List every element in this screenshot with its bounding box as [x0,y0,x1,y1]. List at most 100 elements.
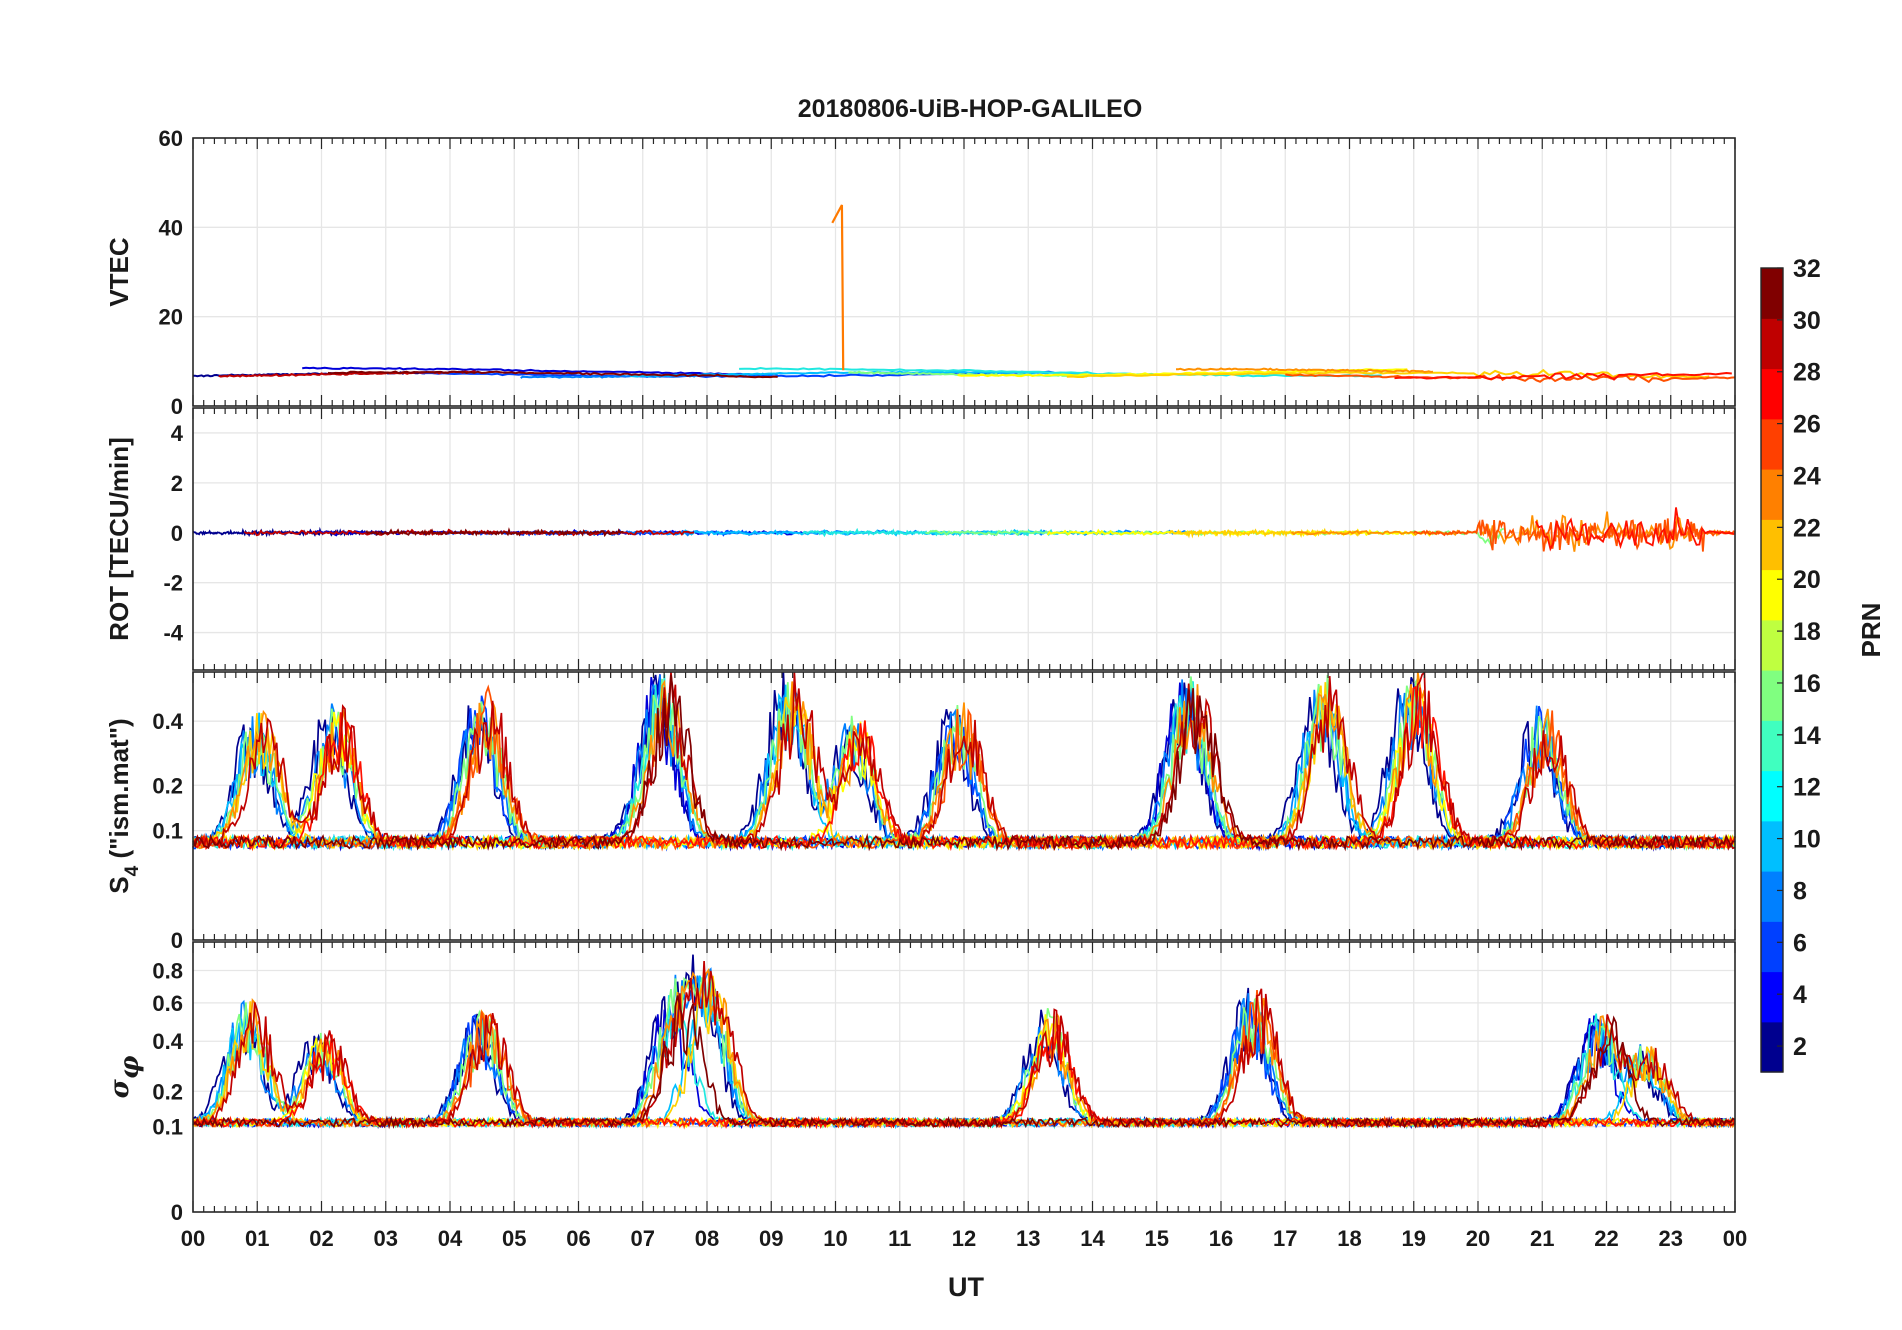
x-tick-label: 15 [1145,1226,1169,1251]
colorbar-segment [1761,720,1783,746]
y-label-sub: 4 [122,865,143,876]
y-tick-label: 4 [171,421,184,446]
colorbar-segment [1761,1021,1783,1048]
vtec-series [327,370,778,379]
colorbar-tick-label: 28 [1793,359,1821,387]
x-tick-label: 17 [1273,1226,1297,1251]
colorbar-segment [1761,469,1783,495]
y-tick-label: 0.6 [152,991,183,1016]
y-tick-label: 0.8 [152,959,183,984]
traces-rot [192,507,1736,552]
y-axis-label-sigma_phi: σφ [105,1055,145,1098]
x-tick-label: 03 [374,1226,398,1251]
sigma_phi-series [192,995,1736,1130]
y-label-main: S [104,876,134,893]
vtec-series [1394,371,1732,381]
y-label-main: σ [105,1078,135,1098]
x-tick-label: 04 [438,1226,463,1251]
s4-series [192,684,1736,852]
colorbar-segment [1761,820,1783,847]
panel-sigma_phi: 0 0.1 0.2 0.4 0.6 0.8 σφ [105,941,1736,1225]
colorbar-segment [1761,494,1783,520]
colorbar-segment [1761,519,1783,545]
colorbar-segment [1761,770,1783,797]
rot-series [1534,507,1735,552]
colorbar-segment [1761,268,1783,294]
x-tick-label: 13 [1016,1226,1040,1251]
colorbar-tick-label: 12 [1793,774,1821,802]
x-tick-label: 01 [245,1226,269,1251]
x-tick-label: 18 [1337,1226,1361,1251]
y-axis-label-rot: ROT [TECU/min] [104,437,134,641]
vtec-series [739,366,1382,378]
colorbar-tick-label: 10 [1793,826,1821,854]
colorbar-tick-label: 16 [1793,670,1821,698]
x-tick-label: 06 [566,1226,590,1251]
x-tick-label: 08 [695,1226,719,1251]
traces-vtec [193,204,1736,384]
s4-series [192,674,1736,852]
y-tick-label: 0 [171,1200,183,1225]
colorbar-segment [1761,644,1783,671]
x-tick-label: 09 [759,1226,783,1251]
colorbar-tick-label: 32 [1793,255,1821,283]
colorbar-tick-label: 6 [1793,929,1807,957]
colorbar-label: PRN [1856,603,1886,658]
x-tick-label: 10 [823,1226,847,1251]
x-tick-label: 14 [1080,1226,1105,1251]
y-tick-label: 40 [159,215,183,240]
colorbar-tick-label: 22 [1793,514,1821,542]
colorbar-segment [1761,896,1783,922]
y-tick-label: 0.2 [152,773,183,798]
colorbar-segment [1761,871,1783,897]
colorbar-segment [1761,745,1783,772]
colorbar-segment [1761,845,1783,872]
y-tick-label: 0.1 [152,819,183,844]
traces-s4 [192,671,1736,852]
panel-vtec: 0 20 40 60 VTEC [104,126,1736,419]
y-tick-label: 60 [159,126,183,151]
x-tick-label: 02 [309,1226,333,1251]
colorbar-tick-label: 14 [1793,722,1821,750]
y-tick-label: -2 [163,571,183,596]
colorbar-segment [1761,971,1783,998]
colorbar-frame [1760,267,1784,1073]
x-tick-label: 07 [631,1226,655,1251]
x-tick-label: 19 [1402,1226,1426,1251]
colorbar-segment [1761,393,1783,420]
colorbar-tick-label: 18 [1793,618,1821,646]
colorbar-segment [1761,1046,1783,1073]
x-axis-label: UT [948,1272,984,1302]
rot-series [802,527,1061,538]
y-tick-label: 0.1 [152,1115,183,1140]
colorbar-tick-label: 24 [1793,462,1821,490]
colorbar-segment [1761,996,1783,1023]
vtec-series [1176,367,1434,374]
x-tick-label: 05 [502,1226,526,1251]
y-tick-label: 0.4 [152,709,183,734]
x-tick-label: 23 [1659,1226,1683,1251]
colorbar-tick-label: 26 [1793,411,1821,439]
x-tick-label: 12 [952,1226,976,1251]
colorbar-segment [1761,318,1783,344]
traces-sigma_phi [192,954,1736,1130]
colorbar-segment [1761,368,1783,395]
colorbar-segment [1761,795,1783,822]
vtec-spike [831,204,845,371]
x-tick-label: 00 [1723,1226,1747,1251]
colorbar-segment [1761,443,1783,470]
y-tick-label: 0.4 [152,1029,183,1054]
colorbar-tick-label: 8 [1793,877,1807,905]
colorbar-tick-label: 4 [1793,981,1807,1009]
y-tick-label: 2 [171,471,183,496]
y-label-sub: φ [115,1055,145,1079]
vtec-series [302,366,753,376]
vtec-series [1066,368,1710,380]
colorbar-segment [1761,946,1783,973]
y-tick-label: 0 [171,394,183,419]
colorbar-tick-label: 2 [1793,1033,1807,1061]
x-tick-label: 22 [1594,1226,1618,1251]
colorbar-segment [1761,418,1783,445]
